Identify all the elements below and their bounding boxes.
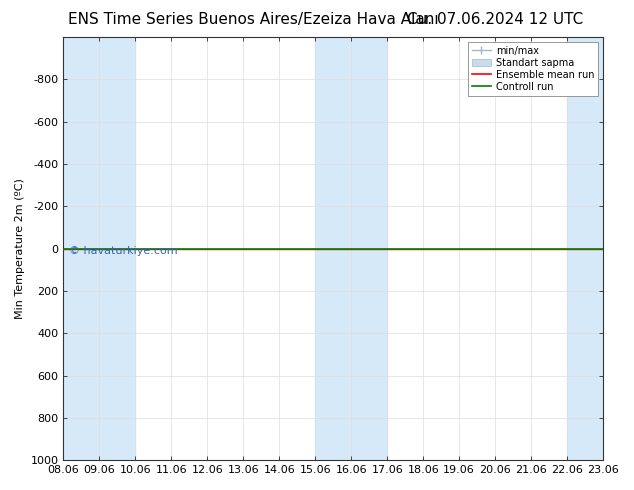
Text: ENS Time Series Buenos Aires/Ezeiza Hava Alanı: ENS Time Series Buenos Aires/Ezeiza Hava…	[68, 12, 439, 27]
Bar	[567, 37, 603, 460]
Text: Cu. 07.06.2024 12 UTC: Cu. 07.06.2024 12 UTC	[407, 12, 583, 27]
Bar	[351, 37, 387, 460]
Legend: min/max, Standart sapma, Ensemble mean run, Controll run: min/max, Standart sapma, Ensemble mean r…	[468, 42, 598, 96]
Bar	[63, 37, 100, 460]
Text: © havaturkiye.com: © havaturkiye.com	[69, 246, 178, 256]
Bar	[603, 37, 634, 460]
Y-axis label: Min Temperature 2m (ºC): Min Temperature 2m (ºC)	[15, 178, 25, 319]
Bar	[315, 37, 351, 460]
Bar	[100, 37, 136, 460]
